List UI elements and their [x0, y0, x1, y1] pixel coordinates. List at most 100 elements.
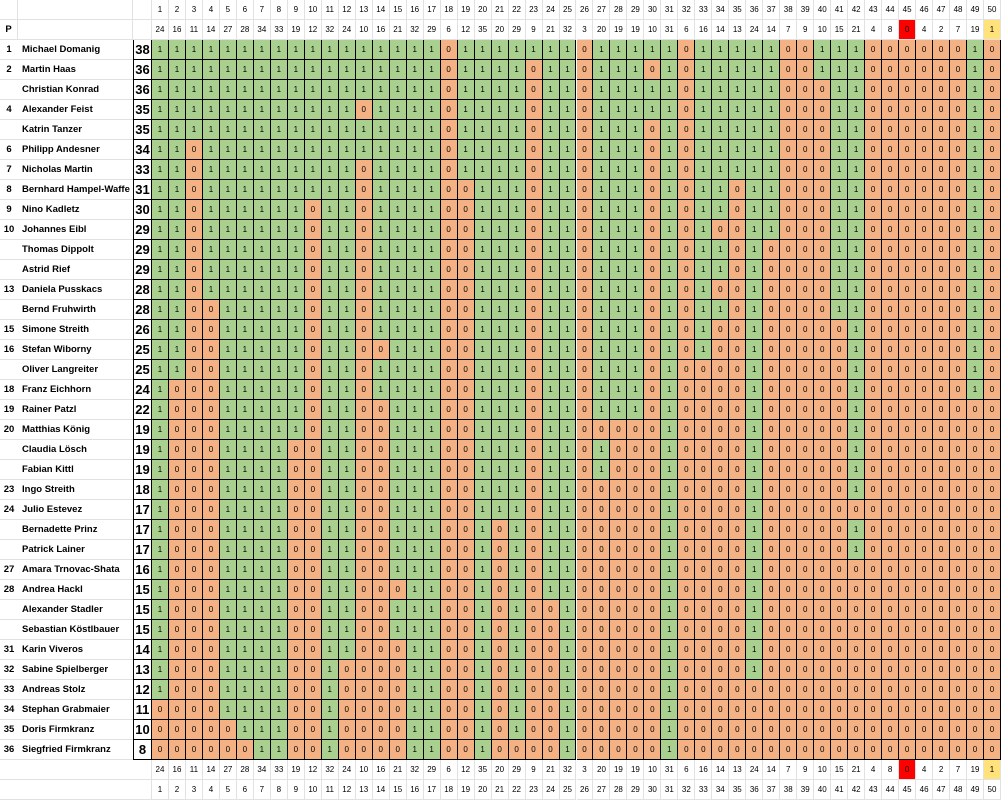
answer-cell: 0 — [525, 460, 543, 480]
answer-cell: 0 — [168, 500, 186, 520]
answer-cell: 1 — [152, 660, 169, 680]
answer-cell: 0 — [882, 340, 900, 360]
answer-cell: 1 — [287, 180, 305, 200]
answer-cell: 0 — [695, 540, 713, 560]
question-number: 1 — [152, 780, 169, 800]
answer-cell: 1 — [287, 420, 305, 440]
answer-cell: 1 — [848, 120, 866, 140]
answer-cell: 0 — [814, 120, 832, 140]
answer-cell: 1 — [746, 100, 764, 120]
answer-cell: 0 — [644, 460, 662, 480]
answer-cell: 0 — [576, 120, 594, 140]
answer-cell: 0 — [984, 540, 1001, 560]
answer-cell: 0 — [372, 440, 390, 460]
answer-cell: 0 — [865, 580, 883, 600]
answer-cell: 1 — [372, 40, 390, 60]
answer-cell: 1 — [236, 420, 254, 440]
answer-cell: 0 — [287, 740, 305, 760]
answer-cell: 0 — [950, 440, 968, 460]
answer-cell: 0 — [491, 580, 509, 600]
answer-cell: 1 — [372, 120, 390, 140]
answer-cell: 1 — [389, 340, 407, 360]
answer-cell: 0 — [576, 160, 594, 180]
answer-cell: 0 — [729, 260, 747, 280]
answer-cell: 0 — [491, 740, 509, 760]
answer-cell: 1 — [746, 260, 764, 280]
answer-cell: 0 — [457, 540, 475, 560]
answer-cell: 1 — [423, 600, 441, 620]
answer-cell: 0 — [984, 40, 1001, 60]
question-number: 9 — [287, 0, 305, 20]
answer-cell: 1 — [848, 220, 866, 240]
answer-cell: 0 — [780, 400, 798, 420]
answer-cell: 1 — [457, 60, 475, 80]
answer-cell: 1 — [593, 140, 611, 160]
correct-count: 24 — [746, 760, 764, 780]
answer-cell: 0 — [831, 380, 849, 400]
answer-cell: 1 — [746, 420, 764, 440]
question-number: 12 — [338, 0, 356, 20]
answer-cell: 0 — [763, 680, 781, 700]
answer-cell: 1 — [542, 100, 560, 120]
answer-cell: 1 — [763, 180, 781, 200]
answer-cell: 1 — [287, 40, 305, 60]
answer-cell: 1 — [763, 200, 781, 220]
answer-cell: 0 — [593, 580, 611, 600]
answer-cell: 1 — [593, 340, 611, 360]
answer-cell: 1 — [474, 80, 492, 100]
answer-cell: 0 — [304, 460, 322, 480]
answer-cell: 1 — [542, 180, 560, 200]
correct-count: 16 — [372, 760, 390, 780]
answer-cell: 1 — [321, 440, 339, 460]
question-number: 5 — [219, 780, 237, 800]
answer-cell: 0 — [797, 280, 815, 300]
answer-cell: 0 — [610, 480, 628, 500]
answer-cell: 0 — [525, 360, 543, 380]
correct-count: 29 — [423, 20, 441, 40]
answer-cell: 0 — [780, 280, 798, 300]
question-number: 11 — [321, 0, 339, 20]
correct-count: 16 — [168, 760, 186, 780]
answer-cell: 0 — [916, 520, 934, 540]
answer-cell: 1 — [559, 680, 577, 700]
question-number: 36 — [746, 0, 764, 20]
answer-cell: 0 — [440, 220, 458, 240]
correct-count: 7 — [950, 760, 968, 780]
answer-cell: 0 — [831, 420, 849, 440]
answer-cell: 1 — [661, 440, 679, 460]
answer-cell: 0 — [865, 80, 883, 100]
answer-cell: 1 — [457, 140, 475, 160]
answer-cell: 0 — [831, 360, 849, 380]
correct-count: 34 — [253, 20, 271, 40]
answer-cell: 0 — [185, 660, 203, 680]
rank-header: P — [0, 20, 18, 40]
answer-cell: 0 — [627, 700, 645, 720]
answer-cell: 0 — [542, 720, 560, 740]
answer-cell: 1 — [168, 260, 186, 280]
answer-cell: 1 — [219, 60, 237, 80]
answer-cell: 0 — [780, 480, 798, 500]
answer-cell: 1 — [287, 200, 305, 220]
answer-cell: 0 — [984, 100, 1001, 120]
answer-cell: 0 — [678, 540, 696, 560]
answer-cell: 0 — [576, 80, 594, 100]
answer-cell: 0 — [168, 440, 186, 460]
answer-cell: 0 — [950, 280, 968, 300]
answer-cell: 0 — [644, 740, 662, 760]
answer-cell: 1 — [695, 340, 713, 360]
player-score: 30 — [133, 200, 152, 220]
answer-cell: 1 — [321, 720, 339, 740]
answer-cell: 0 — [185, 220, 203, 240]
answer-cell: 1 — [338, 360, 356, 380]
answer-cell: 1 — [661, 540, 679, 560]
answer-cell: 0 — [440, 620, 458, 640]
answer-cell: 0 — [576, 420, 594, 440]
answer-cell: 0 — [678, 600, 696, 620]
answer-cell: 0 — [593, 520, 611, 540]
answer-cell: 0 — [950, 480, 968, 500]
answer-cell: 0 — [457, 380, 475, 400]
answer-cell: 1 — [389, 120, 407, 140]
answer-cell: 0 — [491, 520, 509, 540]
answer-cell: 0 — [967, 700, 984, 720]
answer-cell: 0 — [967, 680, 984, 700]
